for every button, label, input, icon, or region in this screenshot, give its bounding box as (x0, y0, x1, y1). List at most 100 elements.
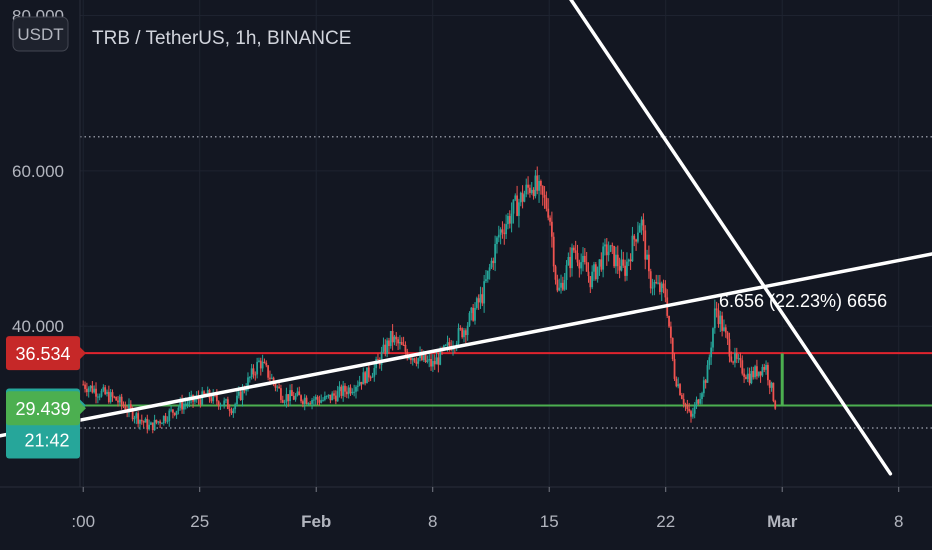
candle-body (567, 256, 570, 266)
candle-body (146, 418, 149, 430)
candle-body (503, 232, 506, 235)
candle-body (565, 265, 568, 281)
candle-body (139, 419, 141, 424)
candle-body (296, 391, 299, 396)
candle-body (679, 384, 681, 396)
candle-body (285, 394, 288, 402)
x-tick-label: 22 (656, 512, 675, 531)
time-axis[interactable]: :00 25 Feb 8 15 22 Mar 8 (71, 487, 903, 531)
candle-body (732, 361, 735, 363)
candle-body (314, 396, 317, 400)
candle-body (360, 381, 363, 385)
currency-button[interactable]: USDT (12, 16, 69, 52)
candle-body (155, 419, 158, 423)
candle-body (644, 230, 647, 260)
candle-body (291, 390, 293, 397)
candle-body (225, 399, 227, 401)
candle-body (439, 348, 442, 365)
candle-body (532, 189, 535, 197)
candle-body (538, 180, 540, 191)
candle-body (422, 354, 425, 360)
trend-line[interactable] (549, 0, 893, 476)
candle-body (364, 372, 367, 384)
candle-body (604, 244, 606, 247)
candle-body (142, 421, 145, 423)
candle-body (265, 362, 268, 366)
candle-body (649, 271, 652, 289)
candle-body (541, 185, 544, 195)
candle-body (336, 391, 339, 402)
price-tag-label: 29.439 (15, 399, 70, 419)
currency-button-label[interactable]: USDT (17, 25, 63, 44)
candle-body (756, 366, 758, 377)
candle-body (395, 336, 398, 340)
candle-body (193, 399, 196, 402)
candle-body (695, 399, 698, 406)
candle-body (223, 400, 226, 406)
candle-body (474, 307, 476, 321)
candle-body (408, 358, 410, 360)
candle-body (366, 367, 368, 384)
candle-body (122, 404, 125, 407)
candle-body (84, 384, 86, 389)
candle-body (148, 424, 151, 430)
price-tag-arrow (80, 347, 86, 360)
candle-body (203, 391, 205, 395)
candle-body (199, 399, 202, 405)
candle-body (587, 271, 590, 277)
candle-body (627, 259, 630, 262)
candle-body (739, 358, 742, 361)
candle-body (367, 367, 370, 378)
candle-body (96, 396, 99, 398)
candle-body (106, 391, 108, 395)
candle-body (115, 396, 118, 401)
candle-body (241, 388, 244, 400)
candle-body (691, 413, 694, 417)
candle-body (589, 276, 592, 288)
candle-body (561, 282, 564, 290)
candle-body (424, 354, 427, 362)
trend-line[interactable] (0, 252, 932, 438)
candle-body (468, 313, 471, 326)
candle-body (302, 401, 304, 404)
candle-body (530, 189, 533, 193)
candle-body (550, 221, 553, 237)
candle-body (701, 393, 703, 399)
candle-body (410, 358, 412, 361)
candle-body (757, 371, 760, 377)
candle-body (545, 197, 548, 209)
price-tag: 36.534 (6, 336, 86, 371)
candle-body (117, 400, 119, 403)
candle-body (161, 423, 163, 425)
candle-body (258, 360, 260, 362)
candle-body (516, 195, 518, 216)
candle-body (318, 399, 321, 403)
candle-body (558, 287, 561, 291)
candle-body (300, 395, 302, 402)
candle-body (377, 359, 379, 361)
candle-body (713, 308, 716, 329)
candle-body (93, 388, 96, 393)
candle-body (507, 216, 509, 225)
candle-body (745, 376, 747, 379)
candle-body (580, 262, 583, 269)
candle-body (444, 345, 447, 347)
candle-body (355, 386, 357, 392)
candle-body (492, 260, 495, 264)
candle-body (267, 365, 270, 378)
candle-body (263, 361, 266, 363)
candle-body (109, 392, 112, 403)
candle-body (481, 294, 484, 304)
candle-body (765, 364, 767, 370)
candle-body (752, 371, 755, 378)
candle-body (653, 282, 656, 288)
candle-body (486, 270, 489, 280)
candle-body (620, 259, 623, 271)
trend-lines[interactable] (0, 0, 932, 476)
currency-button-box[interactable] (12, 16, 69, 52)
candle-body (518, 202, 520, 216)
candle-body (712, 328, 714, 348)
candle-body (411, 358, 414, 361)
